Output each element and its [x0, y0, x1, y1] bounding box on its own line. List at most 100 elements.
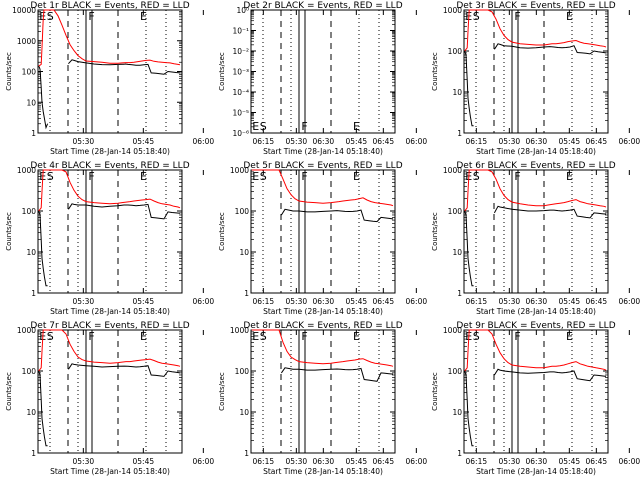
x-tick-label: 06:30 — [313, 297, 335, 306]
series-line-events — [464, 43, 607, 127]
series-line-lld — [251, 329, 394, 367]
series-line-events — [464, 205, 607, 287]
flag-letter-F: F — [88, 170, 94, 183]
x-tick-label: 06:15 — [466, 297, 488, 306]
y-tick-label: 1000 — [17, 37, 36, 46]
series-line-lld — [38, 329, 181, 372]
plot-frame — [37, 329, 183, 454]
y-tick-label: 10 — [26, 98, 36, 107]
y-tick-label: 1 — [244, 449, 249, 458]
x-tick-label: 06:00 — [406, 457, 428, 466]
flag-letter-S: S — [260, 330, 267, 343]
series-line-lld — [38, 169, 181, 212]
x-tick-label: 05:30 — [73, 137, 95, 146]
flag-letter-E: E — [140, 170, 147, 183]
flag-letter-E: E — [252, 170, 259, 183]
x-axis-label: Start Time (28-Jan-14 05:18:40) — [50, 467, 170, 476]
detector-panel-7: Det 7r BLACK = Events, RED = LLD11010010… — [5, 321, 394, 476]
detector-panel-8: Det 8r BLACK = Events, RED = LLD 1 10 100 10… — [218, 321, 607, 476]
flag-letter-S: S — [47, 330, 54, 343]
panel-title: Det 1r BLACK = Events, RED = LLD — [30, 1, 189, 11]
flag-letter-E: E — [353, 120, 360, 133]
x-tick-label: 05:45 — [133, 137, 155, 146]
x-tick-label: 06:00 — [406, 137, 428, 146]
x-axis-label: Start Time (28-Jan-14 05:18:40) — [263, 467, 383, 476]
y-tick-label: 10⁻⁴ — [232, 88, 249, 97]
y-axis-label: Counts/sec — [431, 372, 439, 411]
flag-letter-E: E — [566, 10, 573, 23]
y-tick-label: 1 — [457, 289, 462, 298]
flag-letter-S: S — [47, 170, 54, 183]
detector-panel-3: Det 3r BLACK = Events, RED = LLD 1 10 100 10… — [431, 1, 640, 156]
detector-panel-2: Det 2r BLACK = Events, RED = LLD 10⁻⁶ 10⁻⁵… — [218, 1, 607, 156]
y-tick-label: 1000 — [17, 326, 36, 335]
y-axis-label: Counts/sec — [431, 212, 439, 251]
x-tick-label: 06:00 — [406, 297, 428, 306]
series-line-lld — [464, 169, 607, 212]
y-tick-label: 100 — [448, 367, 463, 376]
flag-letter-F: F — [301, 330, 307, 343]
y-axis-label: Counts/sec — [5, 372, 13, 411]
x-tick-label: 06:30 — [313, 457, 335, 466]
y-tick-label: 10000 — [12, 6, 36, 15]
flag-letter-E: E — [353, 170, 360, 183]
series-line-events — [38, 59, 181, 130]
y-tick-label: 100 — [448, 207, 463, 216]
detector-panel-9: Det 9r BLACK = Events, RED = LLD 1 10 100 10… — [431, 321, 640, 476]
x-tick-label: 06:00 — [619, 457, 640, 466]
y-tick-label: 100 — [22, 68, 37, 77]
x-tick-label: 05:45 — [346, 457, 368, 466]
flag-letter-E: E — [566, 330, 573, 343]
x-tick-label: 06:15 — [466, 137, 488, 146]
x-tick-label: 05:30 — [286, 137, 308, 146]
plot-frame — [250, 169, 396, 294]
series-line-lld — [464, 9, 607, 52]
series-line-lld — [38, 9, 181, 67]
panel-title: Det 5r BLACK = Events, RED = LLD — [243, 161, 402, 171]
x-axis-label: Start Time (28-Jan-14 05:18:40) — [476, 467, 596, 476]
x-tick-label: 06:15 — [466, 457, 488, 466]
y-axis-label: Counts/sec — [5, 212, 13, 251]
y-tick-label: 100 — [22, 367, 37, 376]
x-tick-label: 06:30 — [526, 297, 548, 306]
detector-panel-6: Det 6r BLACK = Events, RED = LLD 1 10 100 10… — [431, 161, 640, 316]
x-tick-label: 06:45 — [586, 137, 608, 146]
panel-title: Det 7r BLACK = Events, RED = LLD — [30, 321, 189, 331]
series-line-events — [280, 367, 394, 382]
y-tick-label: 1000 — [230, 326, 249, 335]
x-tick-label: 05:30 — [286, 457, 308, 466]
panel-title: Det 8r BLACK = Events, RED = LLD — [243, 321, 402, 331]
y-tick-label: 10⁰ — [236, 6, 249, 15]
y-tick-label: 10⁻⁶ — [232, 129, 249, 138]
x-axis-label: Start Time (28-Jan-14 05:18:40) — [476, 147, 596, 156]
y-tick-label: 10⁻² — [232, 47, 249, 56]
y-tick-label: 1 — [31, 449, 36, 458]
y-tick-label: 10 — [452, 248, 462, 257]
x-tick-label: 05:45 — [346, 137, 368, 146]
plot-frame — [250, 9, 396, 134]
flag-letter-S: S — [260, 170, 267, 183]
y-axis-label: Counts/sec — [5, 52, 13, 91]
flag-letter-F: F — [88, 330, 94, 343]
flag-letter-E: E — [140, 10, 147, 23]
x-axis-label: Start Time (28-Jan-14 05:18:40) — [476, 307, 596, 316]
x-tick-label: 06:15 — [253, 137, 275, 146]
series-line-events — [280, 208, 394, 223]
y-tick-label: 1 — [244, 289, 249, 298]
flag-letter-F: F — [301, 170, 307, 183]
flag-letter-E: E — [566, 170, 573, 183]
flag-letter-S: S — [473, 330, 480, 343]
x-tick-label: 05:30 — [73, 457, 95, 466]
x-tick-label: 06:15 — [253, 457, 275, 466]
x-tick-label: 06:30 — [526, 137, 548, 146]
flag-letter-S: S — [260, 120, 267, 133]
flag-letter-E: E — [140, 330, 147, 343]
y-tick-label: 1 — [31, 289, 36, 298]
y-tick-label: 1 — [457, 129, 462, 138]
y-tick-label: 1000 — [443, 326, 462, 335]
x-tick-label: 05:45 — [346, 297, 368, 306]
panel-title: Det 3r BLACK = Events, RED = LLD — [456, 1, 615, 11]
y-tick-label: 10⁻¹ — [232, 27, 249, 36]
x-tick-label: 05:30 — [73, 297, 95, 306]
y-tick-label: 10 — [239, 408, 249, 417]
